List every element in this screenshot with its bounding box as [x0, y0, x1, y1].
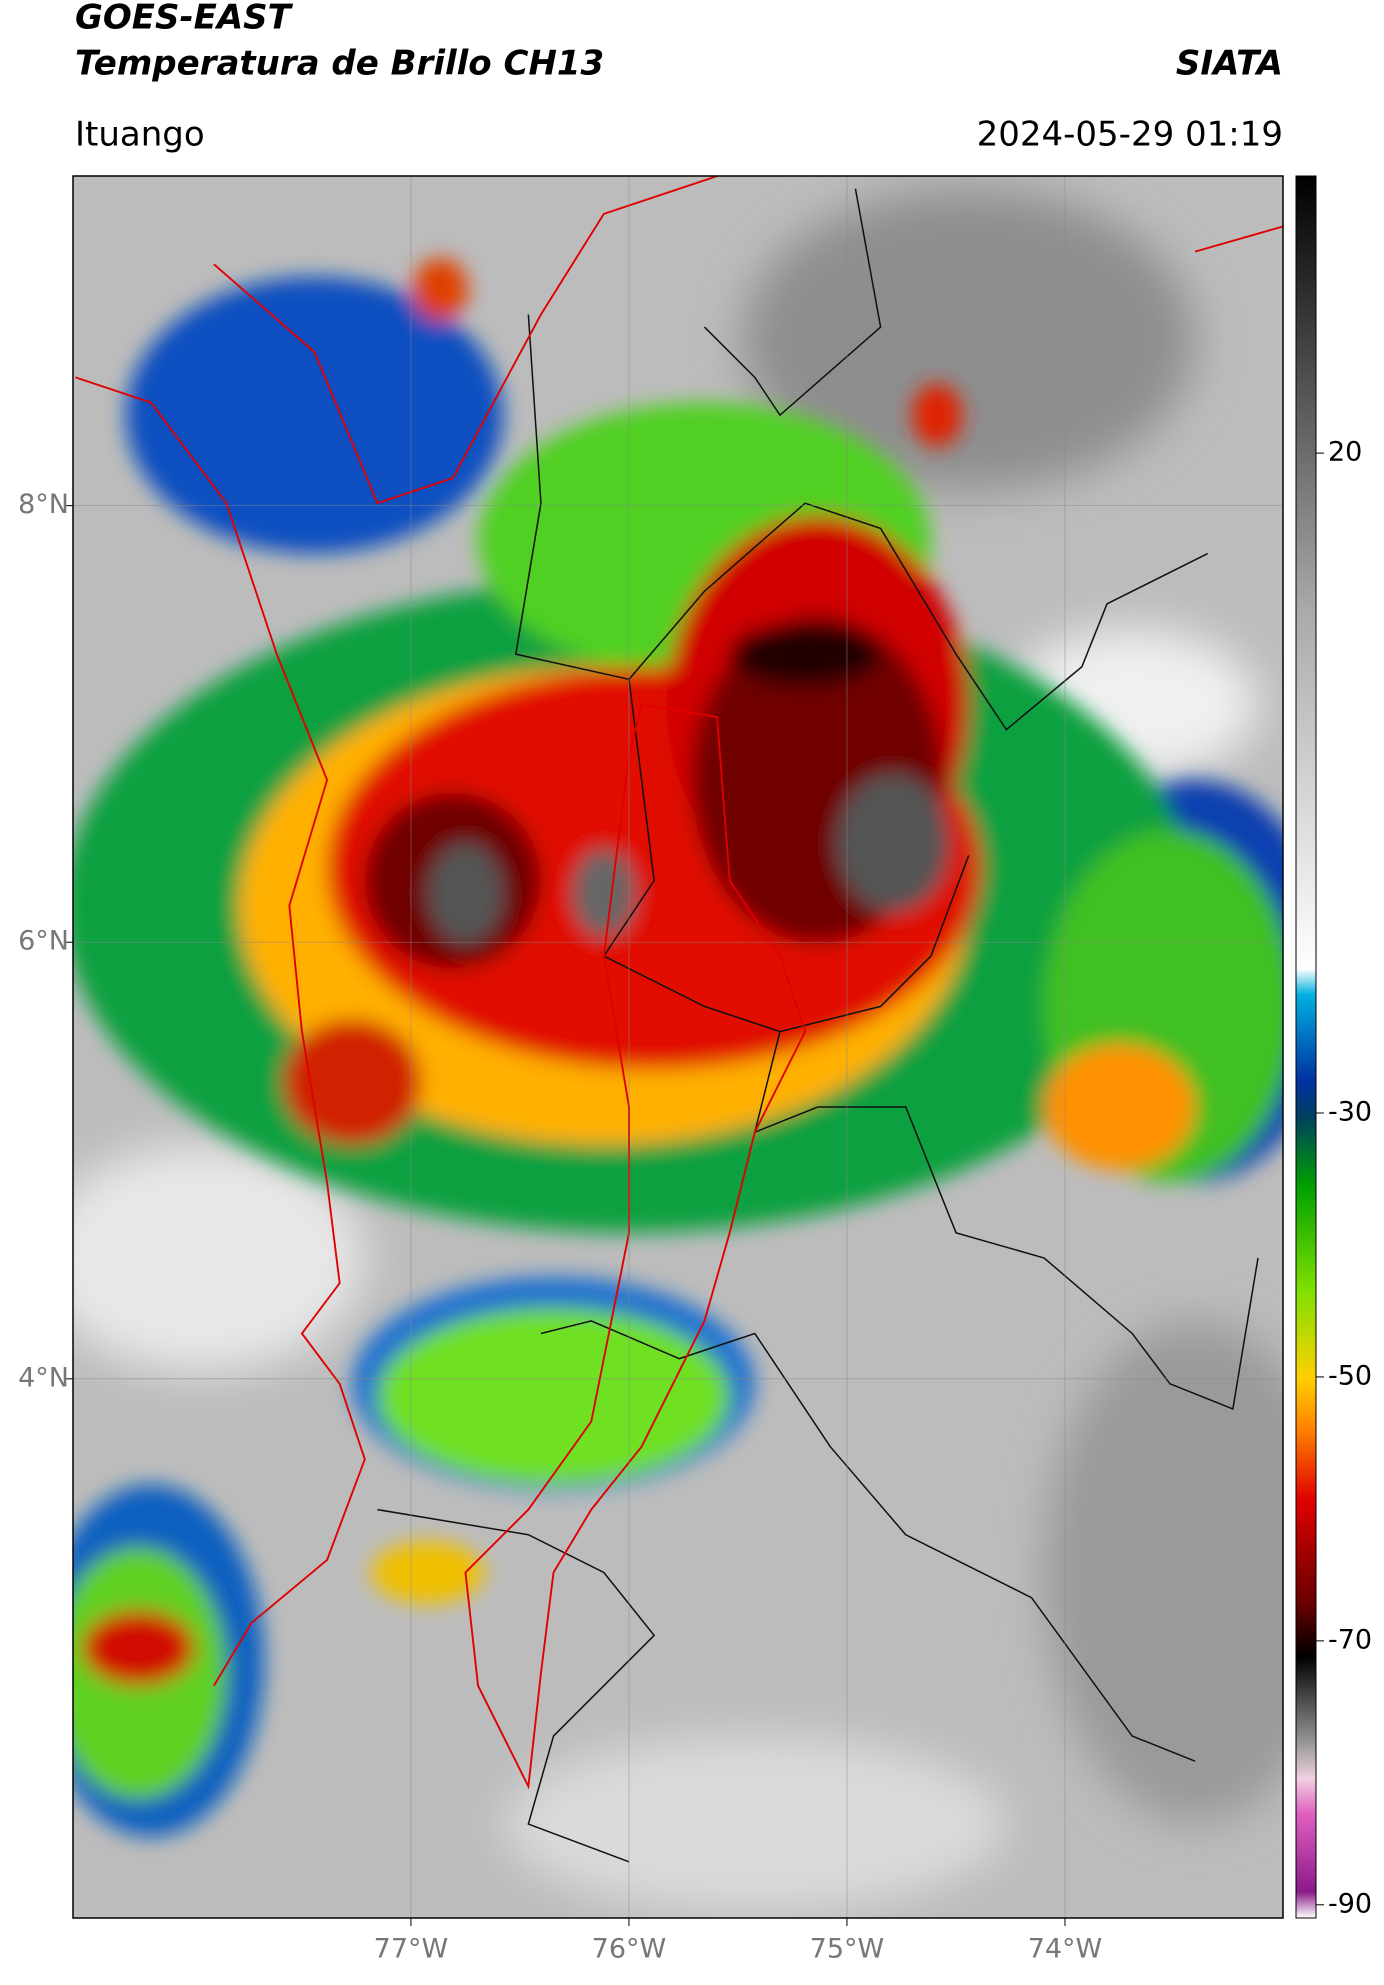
map-frame	[72, 175, 1284, 1919]
colorbar	[1295, 175, 1317, 1919]
colorbar-tick-label: 20	[1328, 437, 1362, 468]
y-tick-label: 8°N	[18, 489, 69, 520]
datetime: 2024-05-29 01:19	[977, 115, 1283, 155]
x-tick-label: 74°W	[1028, 1934, 1103, 1965]
y-tick-label: 6°N	[18, 926, 69, 957]
location: Ituango	[75, 115, 205, 155]
x-tick-label: 75°W	[810, 1934, 885, 1965]
title: GOES-EAST	[75, 0, 294, 38]
x-tick-label: 77°W	[374, 1934, 449, 1965]
satellite-image	[73, 176, 1283, 1918]
grid	[73, 176, 1283, 1918]
y-tick-label: 4°N	[18, 1362, 69, 1393]
source: SIATA	[1176, 44, 1283, 84]
colorbar-tick-label: -90	[1328, 1888, 1372, 1919]
colorbar-tick-label: -30	[1328, 1096, 1372, 1127]
subtitle: Temperatura de Brillo CH13	[75, 44, 604, 84]
colorbar-tick-label: -50	[1328, 1360, 1372, 1391]
x-tick-label: 76°W	[592, 1934, 667, 1965]
colorbar-tick-label: -70	[1328, 1624, 1372, 1655]
